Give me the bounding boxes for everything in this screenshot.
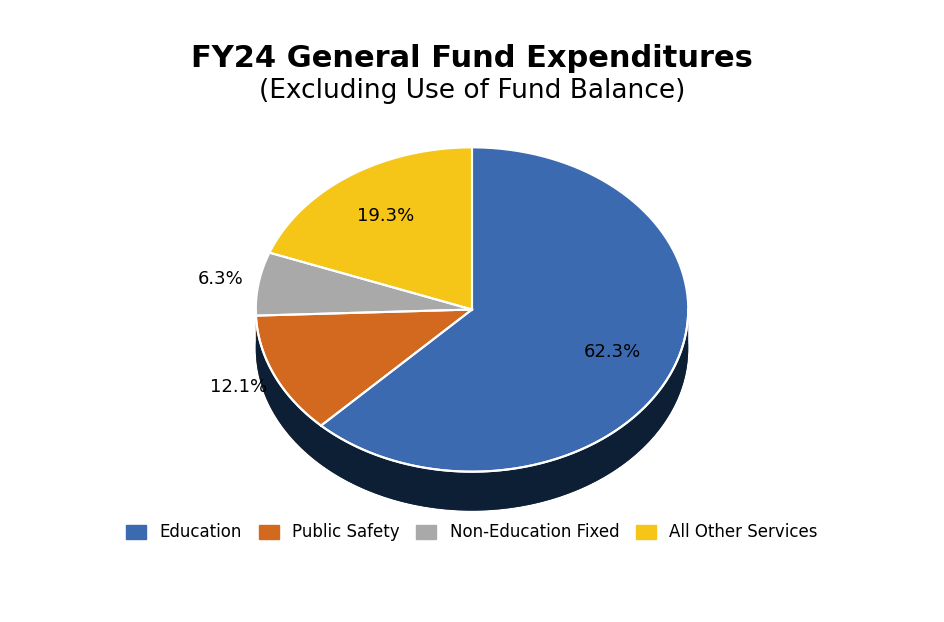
Polygon shape <box>256 253 472 315</box>
Ellipse shape <box>256 186 688 511</box>
Polygon shape <box>256 310 472 425</box>
Polygon shape <box>321 147 688 471</box>
Polygon shape <box>321 311 688 511</box>
Polygon shape <box>256 315 321 465</box>
Text: 19.3%: 19.3% <box>357 207 414 225</box>
Text: 12.1%: 12.1% <box>211 378 267 396</box>
Text: FY24 General Fund Expenditures: FY24 General Fund Expenditures <box>191 44 753 73</box>
Legend: Education, Public Safety, Non-Education Fixed, All Other Services: Education, Public Safety, Non-Education … <box>120 517 824 548</box>
Text: 62.3%: 62.3% <box>583 343 641 361</box>
Text: (Excluding Use of Fund Balance): (Excluding Use of Fund Balance) <box>259 78 685 104</box>
Text: 6.3%: 6.3% <box>197 270 243 288</box>
Polygon shape <box>269 147 472 310</box>
